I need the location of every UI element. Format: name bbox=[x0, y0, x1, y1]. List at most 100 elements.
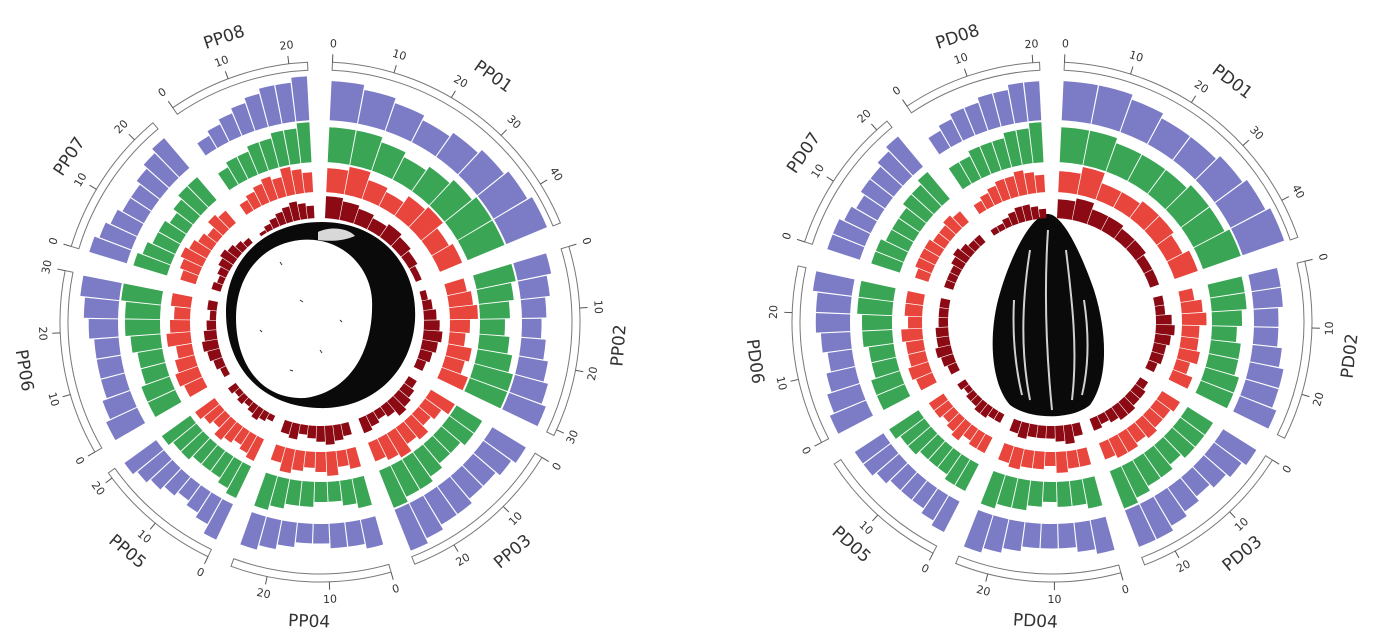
histogram-bar bbox=[325, 425, 335, 444]
histogram-bar bbox=[1212, 310, 1242, 326]
tick-label: 0 bbox=[156, 85, 169, 100]
tick-mark bbox=[1121, 573, 1123, 581]
histogram-bar bbox=[1248, 268, 1280, 291]
histogram-bar bbox=[906, 291, 925, 305]
chromosome-label: PP03 bbox=[490, 531, 535, 573]
histogram-bar bbox=[420, 290, 428, 301]
tick-mark bbox=[872, 515, 877, 521]
tick-label: 10 bbox=[135, 527, 154, 546]
tick-label: 0 bbox=[1316, 252, 1330, 262]
histogram-bar bbox=[220, 366, 230, 377]
histogram-bar bbox=[1033, 451, 1045, 469]
tick-label: 30 bbox=[564, 428, 582, 446]
histogram-bar bbox=[302, 172, 313, 193]
page: {"chart_data": [ {"type": "circos", "chr… bbox=[0, 0, 1381, 633]
histogram-bar bbox=[940, 298, 951, 308]
histogram-bar bbox=[341, 422, 352, 436]
tick-mark bbox=[64, 244, 72, 246]
tick-mark bbox=[288, 56, 289, 64]
ideogram bbox=[792, 266, 829, 443]
tick-label: 20 bbox=[975, 583, 992, 599]
tick-mark bbox=[557, 430, 564, 433]
tick-label: 10 bbox=[1047, 593, 1061, 606]
tick-label: 20 bbox=[1024, 37, 1039, 51]
tick-label: 10 bbox=[45, 391, 61, 408]
chromosome-label: PP08 bbox=[201, 21, 247, 53]
tick-label: 20 bbox=[279, 38, 294, 53]
histogram-bar bbox=[1181, 325, 1199, 338]
histogram-bar bbox=[1169, 370, 1193, 389]
tick-label: 0 bbox=[550, 460, 565, 473]
histogram-bar bbox=[1178, 288, 1194, 302]
chromosome-label: PD01 bbox=[1208, 61, 1256, 104]
tick-label: 10 bbox=[773, 375, 789, 392]
histogram-bar bbox=[330, 81, 364, 123]
histogram-bar bbox=[908, 317, 922, 329]
ideogram bbox=[1277, 261, 1312, 438]
histogram-bar bbox=[304, 451, 315, 468]
histogram-bar bbox=[278, 520, 297, 547]
histogram-bar bbox=[1055, 425, 1065, 441]
tick-label: 30 bbox=[39, 259, 55, 275]
tick-label: 0 bbox=[579, 236, 593, 246]
tick-label: 0 bbox=[780, 231, 795, 242]
tick-mark bbox=[542, 457, 549, 461]
histogram-bar bbox=[1062, 81, 1098, 124]
histogram-bar bbox=[207, 300, 218, 311]
histogram-bar bbox=[121, 284, 163, 305]
tick-mark bbox=[871, 124, 876, 130]
tick-label: 10 bbox=[857, 518, 876, 537]
tick-label: 0 bbox=[1062, 37, 1070, 50]
histogram-bar bbox=[204, 330, 218, 341]
histogram-bar bbox=[174, 307, 191, 320]
histogram-bar bbox=[423, 309, 436, 319]
histogram-bar bbox=[1058, 523, 1076, 548]
chromosome-label: PD08 bbox=[933, 21, 982, 54]
chromosome-label: PP02 bbox=[607, 324, 630, 368]
histogram-bar bbox=[1057, 199, 1075, 220]
histogram-bar bbox=[306, 206, 314, 219]
ideogram bbox=[231, 559, 391, 582]
tick-mark bbox=[1302, 394, 1310, 396]
histogram-bar bbox=[1045, 452, 1056, 466]
tick-label: 10 bbox=[323, 593, 337, 606]
histogram-bar bbox=[1077, 447, 1091, 466]
tick-label: 10 bbox=[391, 47, 408, 63]
histogram-bar bbox=[314, 482, 327, 502]
tick-label: 20 bbox=[1174, 557, 1192, 575]
histogram-bar bbox=[521, 298, 547, 318]
histogram-bar bbox=[1037, 425, 1046, 438]
histogram-bar bbox=[1153, 296, 1164, 307]
histogram-bar bbox=[296, 523, 313, 544]
tick-label: 40 bbox=[547, 165, 565, 184]
histogram-bar bbox=[1041, 524, 1058, 549]
histogram-bar bbox=[125, 302, 161, 319]
tick-mark bbox=[797, 239, 805, 241]
histogram-bar bbox=[448, 332, 465, 346]
histogram-bar bbox=[1144, 270, 1159, 288]
tick-label: 10 bbox=[506, 509, 525, 528]
histogram-bar bbox=[449, 305, 478, 319]
tick-label: 20 bbox=[89, 479, 108, 498]
tick-mark bbox=[57, 269, 65, 271]
chromosome-label: PP07 bbox=[50, 134, 90, 180]
histogram-bar bbox=[328, 481, 342, 502]
tick-mark bbox=[205, 557, 208, 564]
histogram-bar bbox=[330, 523, 348, 549]
histogram-bar bbox=[1028, 481, 1043, 507]
histogram-bar bbox=[210, 311, 217, 320]
chromosome-label: PP04 bbox=[288, 611, 331, 633]
histogram-bar bbox=[259, 230, 266, 236]
histogram-bar bbox=[1254, 308, 1279, 327]
tick-mark bbox=[454, 545, 458, 552]
histogram-bar bbox=[207, 321, 217, 331]
histogram-bar bbox=[316, 426, 325, 442]
histogram-bar bbox=[437, 368, 468, 391]
tick-mark bbox=[540, 180, 547, 184]
tick-label: 20 bbox=[1310, 391, 1326, 408]
tick-label: 30 bbox=[1247, 123, 1266, 142]
tick-label: 20 bbox=[767, 305, 780, 319]
tick-mark bbox=[394, 65, 396, 73]
figure: 010203040PP010102030PP0201020PP0301020PP… bbox=[0, 0, 1381, 633]
tick-mark bbox=[451, 91, 455, 98]
